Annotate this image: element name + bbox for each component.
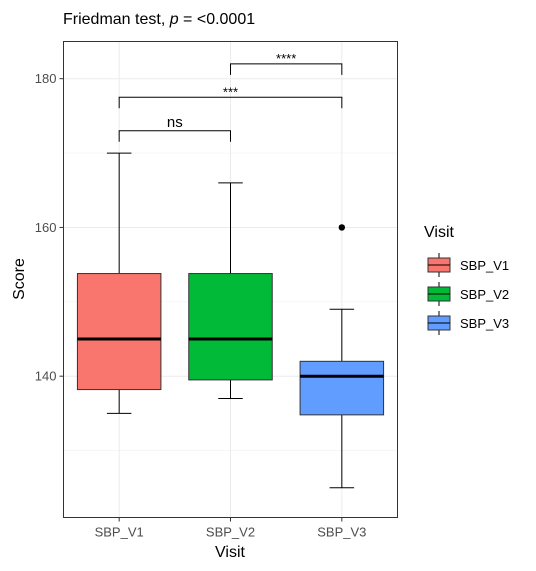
legend-label: SBP_V1 (460, 258, 509, 273)
significance-label: **** (276, 51, 296, 66)
comparison-bracket: *** (118, 84, 343, 109)
x-tick-label: SBP_V2 (206, 525, 255, 540)
x-axis-title: Visit (215, 544, 245, 561)
chart-title: Friedman test, p = <0.0001 (63, 11, 255, 28)
y-axis: 140 160 180 (35, 71, 64, 384)
box-sbp-v1 (76, 152, 162, 414)
x-tick-label: SBP_V1 (95, 525, 144, 540)
box-sbp-v2 (188, 182, 273, 399)
y-tick-label: 180 (35, 71, 57, 86)
boxes-layer (76, 152, 385, 489)
x-tick-label: SBP_V3 (317, 525, 366, 540)
box-body (299, 360, 385, 416)
legend: Visit SBP_V1 SBP_V2 SBP_V3 (424, 224, 509, 335)
comparison-bracket: ns (118, 114, 231, 142)
x-axis: SBP_V1 SBP_V2 SBP_V3 (95, 517, 366, 540)
significance-label: *** (223, 84, 238, 99)
legend-item-sbp-v3: SBP_V3 (427, 311, 509, 335)
bracket-line (118, 96, 343, 109)
comparisons-layer: ns******* (118, 51, 343, 142)
box-sbp-v3 (299, 224, 385, 489)
y-tick-label: 140 (35, 369, 57, 384)
legend-title: Visit (424, 224, 454, 241)
legend-label: SBP_V2 (460, 287, 509, 302)
box-body (76, 273, 162, 391)
y-tick-label: 160 (35, 220, 57, 235)
bracket-line (118, 130, 231, 142)
bracket-line (230, 63, 343, 75)
comparison-bracket: **** (230, 51, 343, 75)
legend-item-sbp-v1: SBP_V1 (427, 253, 509, 277)
legend-item-sbp-v2: SBP_V2 (427, 282, 509, 306)
box-body (188, 273, 273, 381)
outlier-point (338, 224, 346, 231)
legend-label: SBP_V3 (460, 316, 509, 331)
y-axis-title: Score (11, 258, 28, 300)
significance-label: ns (167, 114, 183, 131)
